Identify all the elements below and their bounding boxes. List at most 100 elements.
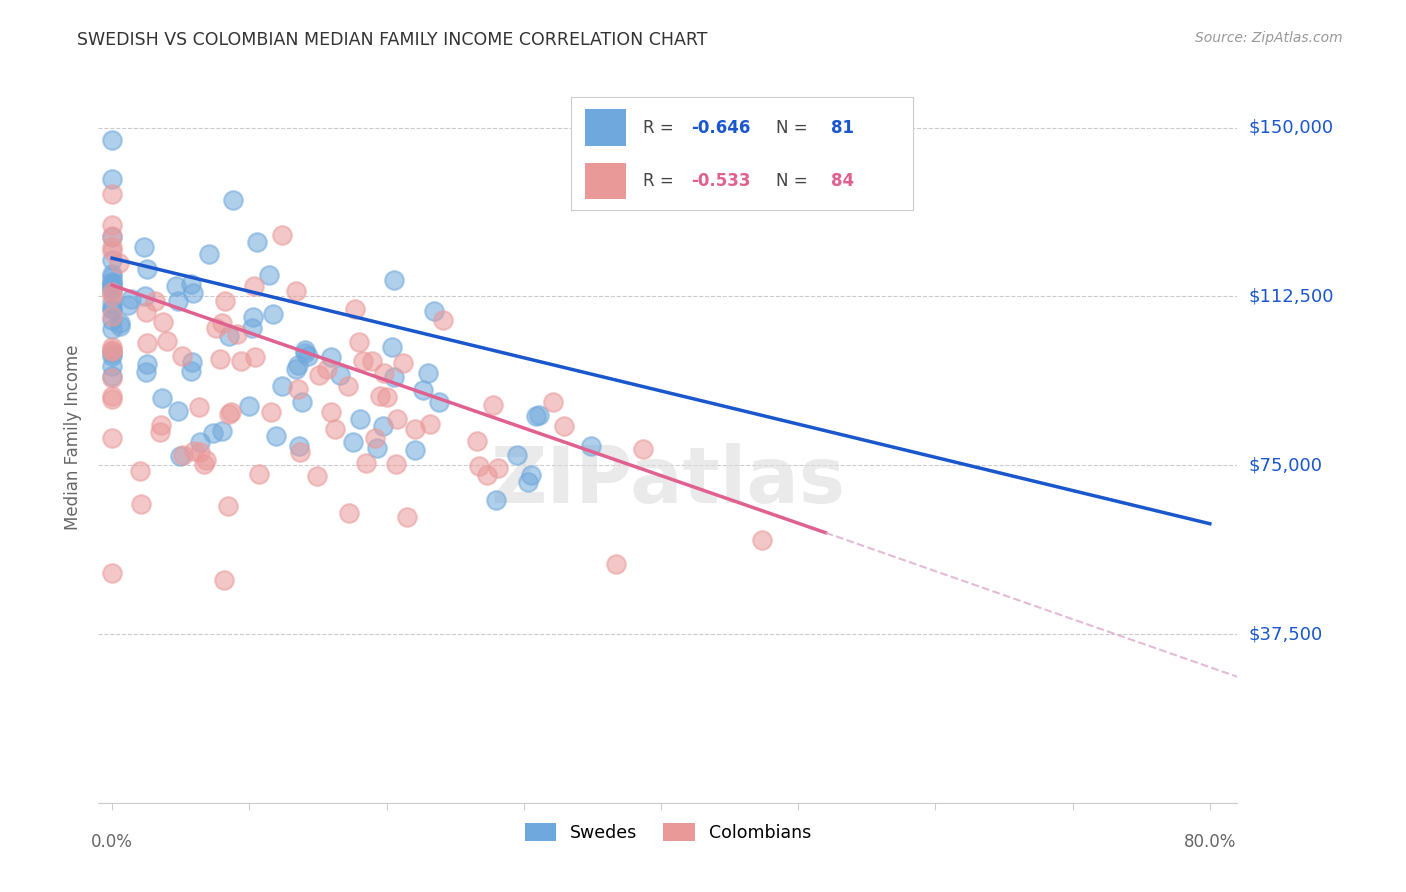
Point: [467, 434, 489, 448]
Point: [432, 313, 454, 327]
Point: [180, 277, 202, 291]
Point: [342, 434, 364, 449]
Point: [101, 277, 124, 291]
Point: [136, 336, 159, 351]
Point: [172, 448, 194, 462]
Point: [481, 398, 503, 412]
Point: [285, 284, 308, 298]
Point: [219, 404, 242, 418]
Point: [506, 449, 529, 463]
Point: [382, 370, 405, 384]
Point: [183, 443, 205, 458]
Point: [172, 350, 194, 364]
Text: Source: ZipAtlas.com: Source: ZipAtlas.com: [1195, 31, 1343, 45]
Point: [101, 285, 124, 300]
Point: [169, 449, 191, 463]
Point: [143, 294, 166, 309]
Point: [194, 453, 217, 467]
Point: [352, 354, 374, 368]
Point: [101, 252, 124, 267]
Point: [242, 310, 264, 324]
Point: [395, 509, 418, 524]
Point: [208, 351, 231, 366]
Point: [217, 500, 239, 514]
Point: [218, 329, 240, 343]
Point: [343, 302, 366, 317]
Point: [156, 334, 179, 348]
Point: [101, 275, 124, 289]
Point: [364, 431, 387, 445]
Point: [520, 468, 543, 483]
Point: [329, 368, 352, 382]
Point: [325, 422, 347, 436]
Text: $112,500: $112,500: [1249, 287, 1334, 305]
Point: [132, 240, 155, 254]
Point: [135, 305, 157, 319]
Point: [136, 357, 159, 371]
Point: [101, 371, 124, 385]
Point: [349, 411, 371, 425]
Point: [135, 365, 157, 379]
Point: [101, 267, 124, 281]
Point: [404, 421, 426, 435]
Point: [101, 244, 124, 258]
Point: [305, 468, 328, 483]
Point: [260, 404, 283, 418]
Point: [392, 356, 415, 370]
Point: [319, 405, 342, 419]
Point: [418, 417, 440, 432]
Point: [377, 390, 399, 404]
Point: [242, 279, 264, 293]
Point: [181, 355, 204, 369]
Point: [166, 293, 188, 308]
Point: [211, 316, 233, 330]
Point: [101, 288, 124, 302]
Point: [371, 418, 394, 433]
Point: [101, 312, 124, 326]
Y-axis label: Median Family Income: Median Family Income: [65, 344, 83, 530]
Point: [308, 368, 330, 383]
Point: [422, 303, 444, 318]
Point: [101, 566, 124, 581]
Point: [360, 354, 382, 368]
Point: [101, 301, 124, 316]
Point: [101, 389, 124, 403]
Point: [247, 467, 270, 482]
Point: [183, 285, 205, 300]
Point: [188, 401, 211, 415]
Point: [246, 235, 269, 249]
Point: [150, 391, 173, 405]
Point: [101, 133, 124, 147]
Point: [485, 493, 508, 508]
Point: [226, 326, 249, 341]
Point: [315, 362, 337, 376]
Point: [101, 369, 124, 384]
Point: [368, 389, 391, 403]
Point: [264, 429, 287, 443]
Point: [212, 574, 235, 588]
Point: [120, 292, 142, 306]
Point: [108, 316, 131, 330]
Point: [291, 394, 314, 409]
Point: [262, 307, 284, 321]
Point: [202, 426, 225, 441]
Point: [381, 340, 404, 354]
Text: $75,000: $75,000: [1249, 456, 1323, 475]
Point: [373, 367, 395, 381]
Point: [287, 382, 309, 396]
Point: [238, 399, 260, 413]
Point: [385, 411, 408, 425]
Point: [188, 444, 211, 458]
Point: [101, 296, 124, 310]
Point: [257, 268, 280, 282]
Point: [527, 408, 550, 422]
Point: [356, 456, 378, 470]
Point: [149, 418, 172, 433]
Legend: Swedes, Colombians: Swedes, Colombians: [517, 816, 818, 849]
Point: [294, 343, 316, 358]
Point: [541, 395, 564, 409]
Point: [101, 302, 124, 317]
Text: 0.0%: 0.0%: [91, 833, 134, 851]
Point: [101, 349, 124, 363]
Point: [101, 392, 124, 407]
